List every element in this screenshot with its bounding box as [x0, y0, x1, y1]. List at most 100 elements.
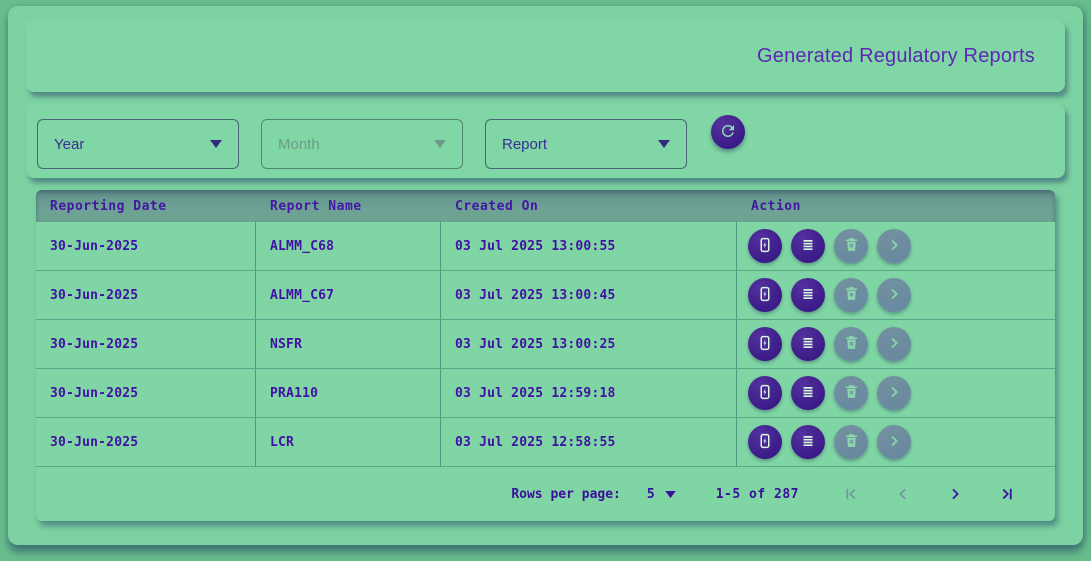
list-icon — [799, 236, 817, 257]
next-page-button[interactable] — [945, 484, 965, 504]
table-row: 30-Jun-2025 PRA110 03 Jul 2025 12:59:18 — [36, 368, 1055, 417]
year-dropdown-label: Year — [54, 135, 85, 153]
reporting-date-cell: 30-Jun-2025 — [36, 320, 256, 368]
delete-forever-icon — [843, 383, 860, 403]
device-charging-icon — [756, 383, 774, 404]
app-container: Generated Regulatory Reports Year Month … — [8, 6, 1083, 545]
action-cell — [737, 320, 1055, 368]
open-report-button[interactable] — [877, 376, 911, 410]
table-header-row: Reporting Date Report Name Created On Ac… — [36, 190, 1055, 222]
column-header-reporting-date: Reporting Date — [50, 198, 167, 214]
chevron-down-icon — [658, 140, 670, 148]
created-on-cell: 03 Jul 2025 13:00:25 — [441, 320, 737, 368]
next-page-icon — [947, 486, 963, 502]
delete-forever-icon — [843, 285, 860, 305]
created-on-cell: 03 Jul 2025 12:59:18 — [441, 369, 737, 417]
first-page-button[interactable] — [841, 484, 861, 504]
previous-page-icon — [895, 486, 911, 502]
first-page-icon — [842, 485, 860, 503]
created-on-cell: 03 Jul 2025 12:58:55 — [441, 418, 737, 466]
view-log-button[interactable] — [791, 229, 825, 263]
rows-per-page-label: Rows per page: — [511, 486, 621, 502]
action-cell — [737, 369, 1055, 417]
open-report-button[interactable] — [877, 278, 911, 312]
generate-report-button[interactable] — [748, 327, 782, 361]
chevron-down-icon — [434, 140, 446, 148]
delete-report-button[interactable] — [834, 425, 868, 459]
generate-report-button[interactable] — [748, 425, 782, 459]
filter-bar: Year Month Report — [26, 104, 1065, 178]
month-dropdown[interactable]: Month — [261, 119, 463, 169]
rows-per-page-select[interactable]: 5 — [647, 487, 676, 502]
last-page-icon — [998, 485, 1016, 503]
report-dropdown[interactable]: Report — [485, 119, 687, 169]
open-report-button[interactable] — [877, 229, 911, 263]
delete-report-button[interactable] — [834, 229, 868, 263]
view-log-button[interactable] — [791, 327, 825, 361]
generate-report-button[interactable] — [748, 376, 782, 410]
table-row: 30-Jun-2025 LCR 03 Jul 2025 12:58:55 — [36, 417, 1055, 466]
column-header-report-name: Report Name — [270, 198, 362, 214]
report-dropdown-label: Report — [502, 135, 548, 153]
report-name-cell: LCR — [256, 418, 441, 466]
page-title: Generated Regulatory Reports — [757, 44, 1035, 67]
table-body: 30-Jun-2025 ALMM_C68 03 Jul 2025 13:00:5… — [36, 222, 1055, 467]
chevron-right-icon — [885, 383, 903, 404]
refresh-icon — [719, 122, 737, 143]
page-header: Generated Regulatory Reports — [26, 20, 1065, 92]
action-cell — [737, 222, 1055, 270]
generate-report-button[interactable] — [748, 229, 782, 263]
open-report-button[interactable] — [877, 425, 911, 459]
delete-report-button[interactable] — [834, 376, 868, 410]
chevron-right-icon — [885, 285, 903, 306]
reporting-date-cell: 30-Jun-2025 — [36, 418, 256, 466]
view-log-button[interactable] — [791, 425, 825, 459]
chevron-down-icon — [210, 140, 222, 148]
view-log-button[interactable] — [791, 376, 825, 410]
delete-report-button[interactable] — [834, 278, 868, 312]
created-on-cell: 03 Jul 2025 13:00:55 — [441, 222, 737, 270]
last-page-button[interactable] — [997, 484, 1017, 504]
list-icon — [799, 285, 817, 306]
table-row: 30-Jun-2025 ALMM_C68 03 Jul 2025 13:00:5… — [36, 222, 1055, 270]
pagination-nav — [841, 484, 1017, 504]
reporting-date-cell: 30-Jun-2025 — [36, 222, 256, 270]
list-icon — [799, 432, 817, 453]
previous-page-button[interactable] — [893, 484, 913, 504]
chevron-right-icon — [885, 432, 903, 453]
reporting-date-cell: 30-Jun-2025 — [36, 271, 256, 319]
pagination-range: 1-5 of 287 — [715, 486, 799, 502]
delete-forever-icon — [843, 334, 860, 354]
list-icon — [799, 383, 817, 404]
chevron-right-icon — [885, 236, 903, 257]
action-cell — [737, 271, 1055, 319]
delete-report-button[interactable] — [834, 327, 868, 361]
table-row: 30-Jun-2025 NSFR 03 Jul 2025 13:00:25 — [36, 319, 1055, 368]
generate-report-button[interactable] — [748, 278, 782, 312]
year-dropdown[interactable]: Year — [37, 119, 239, 169]
open-report-button[interactable] — [877, 327, 911, 361]
column-header-created-on: Created On — [455, 198, 539, 214]
report-name-cell: NSFR — [256, 320, 441, 368]
action-cell — [737, 418, 1055, 466]
device-charging-icon — [756, 334, 774, 355]
device-charging-icon — [756, 285, 774, 306]
refresh-button[interactable] — [711, 115, 745, 149]
chevron-down-icon — [664, 487, 676, 502]
month-dropdown-label: Month — [278, 135, 320, 153]
device-charging-icon — [756, 432, 774, 453]
reporting-date-cell: 30-Jun-2025 — [36, 369, 256, 417]
reports-table: Reporting Date Report Name Created On Ac… — [36, 190, 1055, 521]
rows-per-page-value: 5 — [646, 486, 655, 502]
pagination-bar: Rows per page: 5 1-5 of 287 — [36, 467, 1055, 521]
view-log-button[interactable] — [791, 278, 825, 312]
report-name-cell: PRA110 — [256, 369, 441, 417]
device-charging-icon — [756, 236, 774, 257]
delete-forever-icon — [843, 432, 860, 452]
list-icon — [799, 334, 817, 355]
report-name-cell: ALMM_C67 — [256, 271, 441, 319]
created-on-cell: 03 Jul 2025 13:00:45 — [441, 271, 737, 319]
column-header-action: Action — [751, 198, 801, 214]
report-name-cell: ALMM_C68 — [256, 222, 441, 270]
chevron-right-icon — [885, 334, 903, 355]
